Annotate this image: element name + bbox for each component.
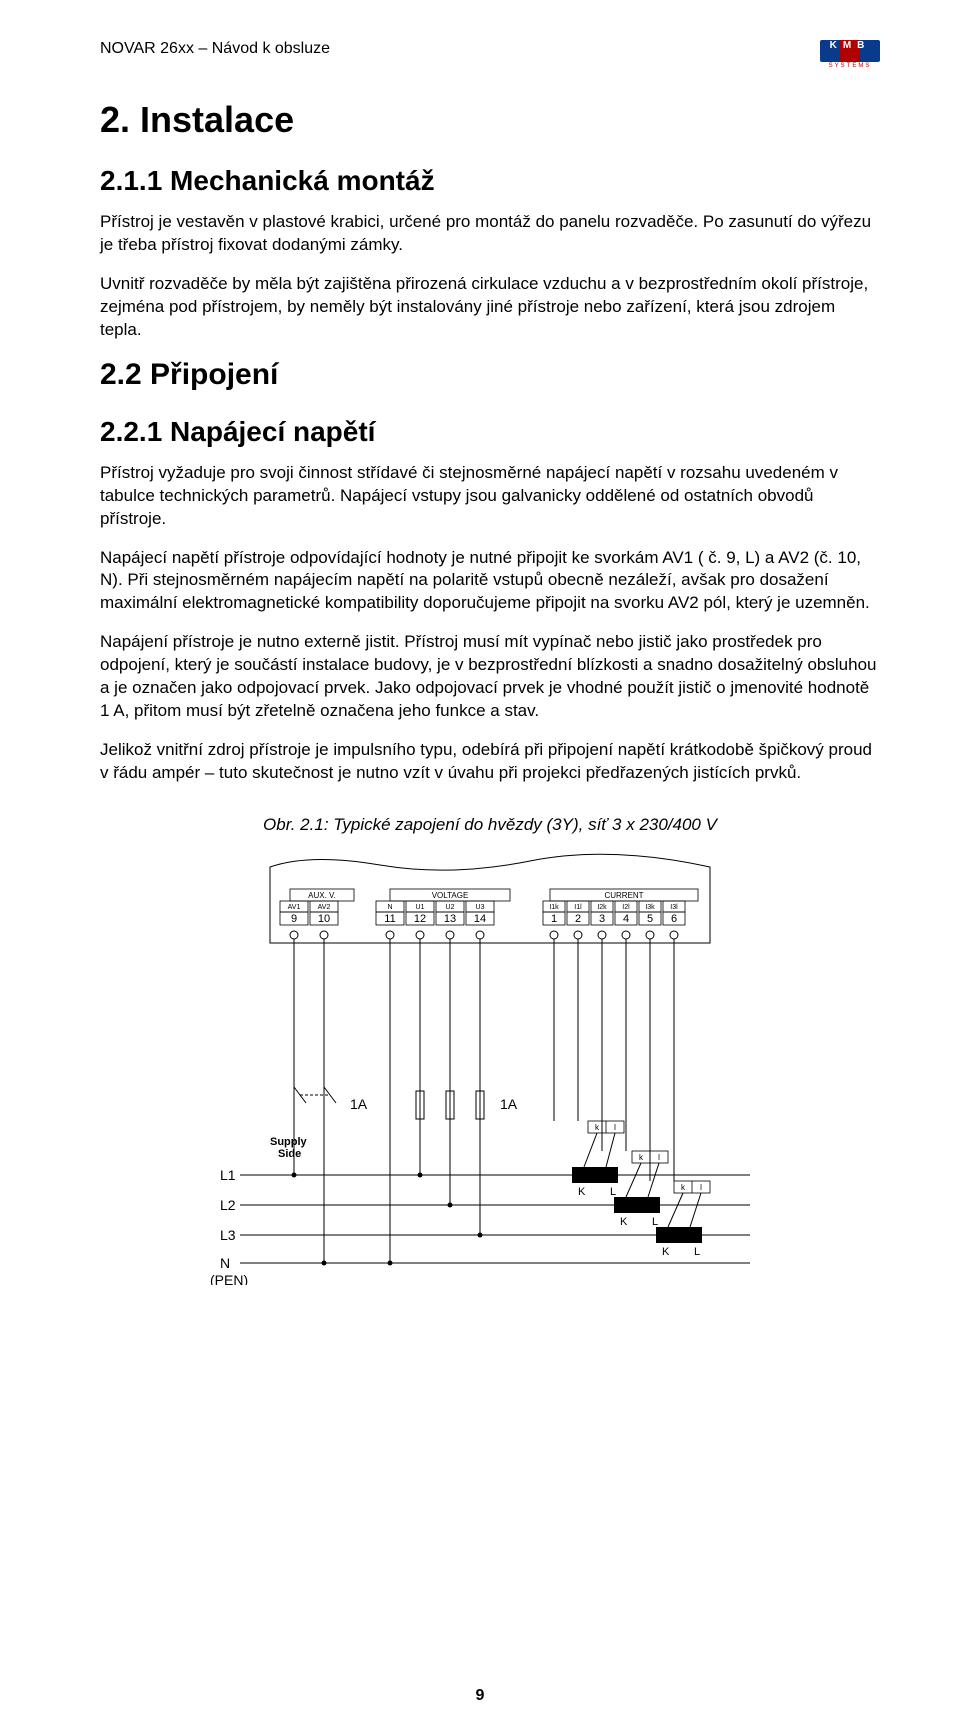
svg-text:6: 6 [671, 913, 677, 925]
svg-text:2: 2 [575, 913, 581, 925]
brand-logo: SYSTEMS [820, 40, 880, 69]
svg-text:1A: 1A [350, 1096, 368, 1112]
svg-text:L: L [694, 1246, 700, 1258]
svg-text:1A: 1A [500, 1096, 518, 1112]
para-221-1: Přístroj vyžaduje pro svoji činnost stří… [100, 462, 880, 531]
para-221-4: Jelikož vnitřní zdroj přístroje je impul… [100, 739, 880, 785]
para-221-2: Napájecí napětí přístroje odpovídající h… [100, 547, 880, 616]
svg-text:14: 14 [474, 913, 486, 925]
svg-text:L: L [610, 1186, 616, 1198]
svg-text:N: N [220, 1255, 230, 1271]
svg-text:CURRENT: CURRENT [604, 891, 643, 900]
para-211-1: Přístroj je vestavěn v plastové krabici,… [100, 211, 880, 257]
svg-text:11: 11 [384, 913, 395, 925]
svg-text:U3: U3 [476, 904, 485, 911]
heading-napajeci-napeti: 2.2.1 Napájecí napětí [100, 416, 880, 448]
heading-pripojeni: 2.2 Připojení [100, 358, 880, 392]
svg-text:1: 1 [551, 913, 557, 925]
figure-caption: Obr. 2.1: Typické zapojení do hvězdy (3Y… [100, 815, 880, 835]
svg-text:3: 3 [599, 913, 605, 925]
para-221-3: Napájení přístroje je nutno externě jist… [100, 631, 880, 723]
svg-text:10: 10 [318, 913, 330, 925]
page-header: NOVAR 26xx – Návod k obsluze SYSTEMS [100, 40, 880, 69]
svg-text:Supply: Supply [270, 1136, 308, 1148]
svg-text:I2l: I2l [622, 904, 630, 911]
heading-mechanicka-montaz: 2.1.1 Mechanická montáž [100, 165, 880, 197]
svg-text:I1l: I1l [574, 904, 582, 911]
svg-text:AUX. V.: AUX. V. [308, 891, 336, 900]
svg-text:Side: Side [278, 1148, 301, 1160]
svg-text:N: N [387, 904, 392, 911]
svg-text:l: l [700, 1183, 702, 1192]
svg-text:U1: U1 [416, 904, 425, 911]
heading-instalace: 2. Instalace [100, 99, 880, 141]
brand-logo-sub: SYSTEMS [820, 63, 880, 69]
svg-text:L3: L3 [220, 1227, 236, 1243]
kmb-logo-icon [820, 40, 880, 62]
svg-text:I1k: I1k [549, 904, 559, 911]
svg-text:l: l [614, 1123, 616, 1132]
svg-text:L2: L2 [220, 1197, 236, 1213]
page-number: 9 [0, 1687, 960, 1705]
svg-text:(PEN): (PEN) [210, 1272, 248, 1285]
svg-text:I3k: I3k [645, 904, 655, 911]
svg-text:K: K [578, 1186, 586, 1198]
svg-text:I3l: I3l [670, 904, 678, 911]
svg-text:9: 9 [291, 913, 297, 925]
svg-text:K: K [620, 1216, 628, 1228]
para-211-2: Uvnitř rozvaděče by měla být zajištěna p… [100, 273, 880, 342]
svg-text:12: 12 [414, 913, 426, 925]
svg-text:K: K [662, 1246, 670, 1258]
svg-text:AV1: AV1 [288, 904, 301, 911]
svg-text:L1: L1 [220, 1167, 236, 1183]
svg-text:I2k: I2k [597, 904, 607, 911]
svg-text:VOLTAGE: VOLTAGE [432, 891, 469, 900]
svg-text:AV2: AV2 [318, 904, 331, 911]
wiring-diagram-wrap: AUX. V.VOLTAGECURRENTAV19AV210N11U112U21… [100, 845, 880, 1285]
svg-text:L: L [652, 1216, 658, 1228]
svg-text:l: l [658, 1153, 660, 1162]
svg-text:5: 5 [647, 913, 653, 925]
wiring-diagram: AUX. V.VOLTAGECURRENTAV19AV210N11U112U21… [210, 845, 770, 1285]
svg-text:13: 13 [444, 913, 456, 925]
doc-title: NOVAR 26xx – Návod k obsluze [100, 40, 330, 58]
svg-text:4: 4 [623, 913, 629, 925]
svg-text:U2: U2 [446, 904, 455, 911]
